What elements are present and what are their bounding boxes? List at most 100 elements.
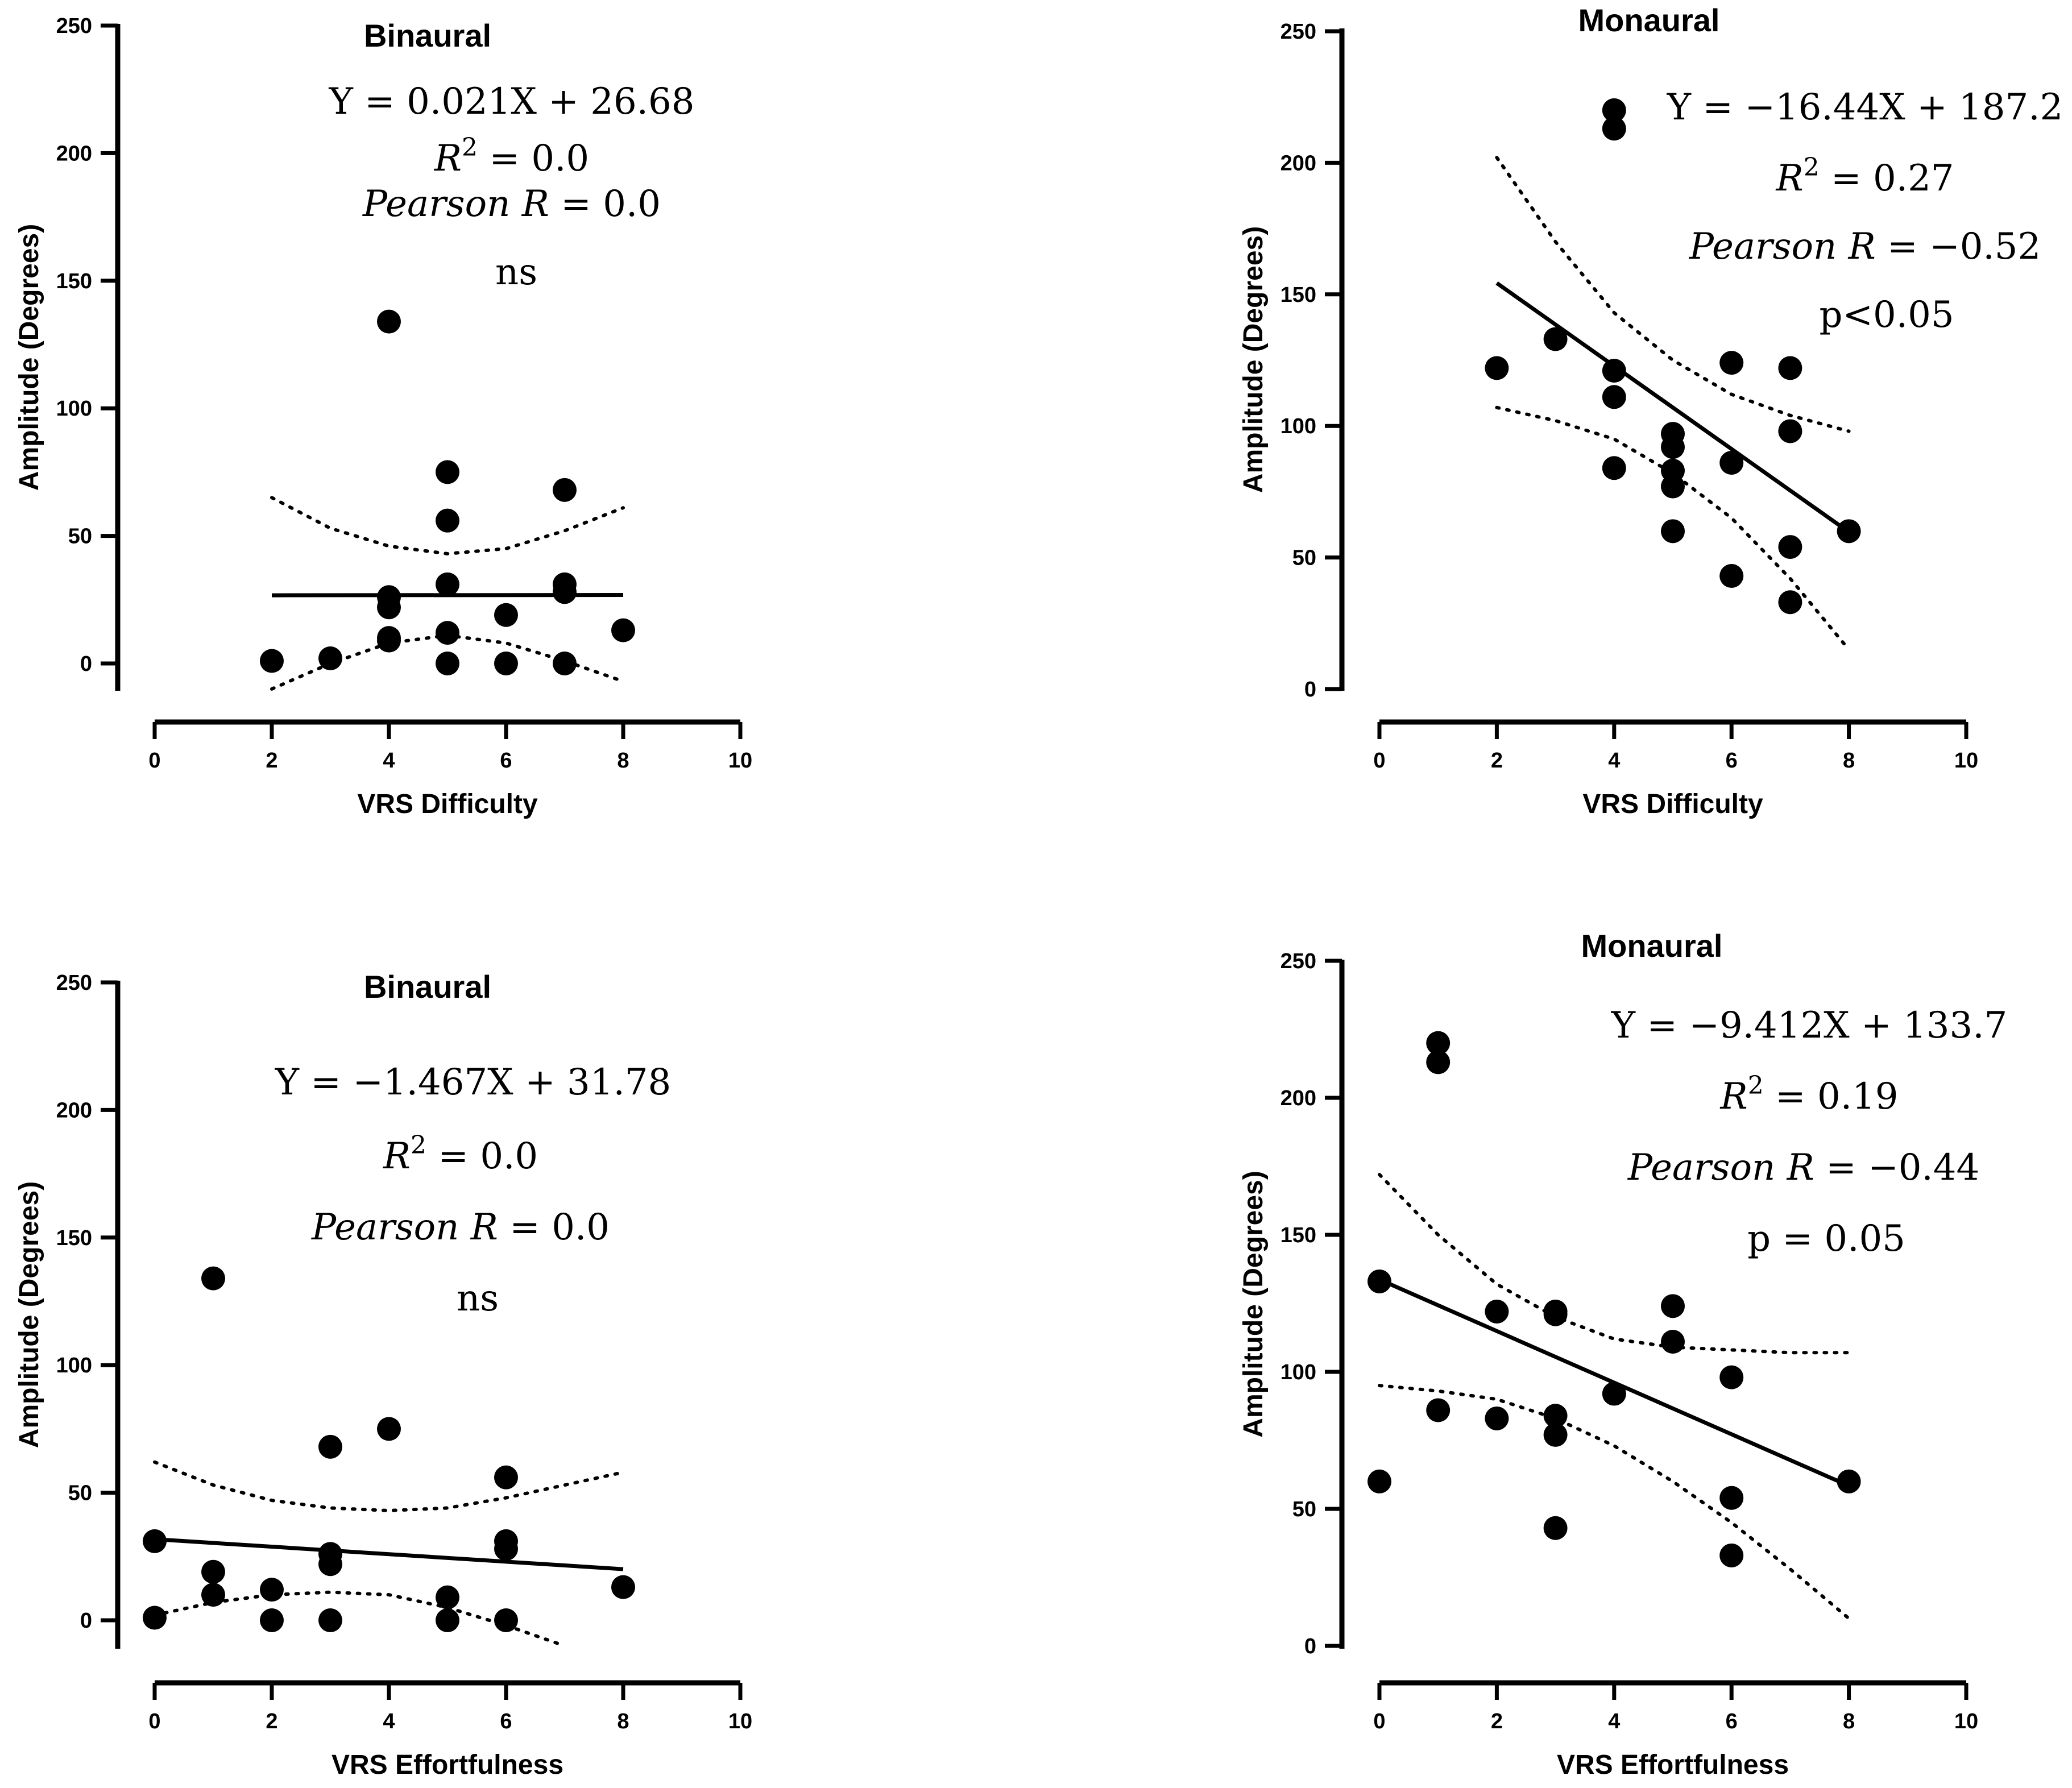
data-point xyxy=(1602,456,1626,480)
data-point xyxy=(318,1552,342,1577)
y-tick-label: 0 xyxy=(1304,678,1316,702)
y-tick-label: 50 xyxy=(68,1482,92,1505)
data-point xyxy=(1837,519,1861,544)
data-point xyxy=(201,1559,225,1584)
data-point xyxy=(436,621,459,645)
r-squared-exponent: 2 xyxy=(1748,1071,1764,1100)
x-tick-label: 4 xyxy=(1608,1710,1620,1733)
x-tick-label: 2 xyxy=(1491,749,1503,773)
data-point xyxy=(1426,1031,1451,1055)
x-tick-label: 2 xyxy=(266,749,277,773)
data-point xyxy=(1719,1486,1744,1510)
data-point xyxy=(1778,590,1802,615)
x-tick-label: 6 xyxy=(1726,749,1738,773)
x-tick-label: 2 xyxy=(1491,1710,1503,1733)
data-point xyxy=(1602,1382,1626,1406)
data-point xyxy=(1543,1302,1568,1326)
x-axis-title: VRS Effortfulness xyxy=(1557,1750,1789,1780)
regression-equation: Y = −16.44X + 187.2 xyxy=(1667,86,2063,128)
significance-label: p<0.05 xyxy=(1819,294,1954,336)
data-point xyxy=(260,649,284,673)
r-squared: R2 = 0.0 xyxy=(383,1131,538,1177)
r-squared-value: = 0.0 xyxy=(426,1135,538,1177)
y-tick-label: 200 xyxy=(1281,1086,1316,1110)
data-point xyxy=(494,603,518,627)
data-point xyxy=(494,652,518,675)
pearson-r: Pearson R = −0.44 xyxy=(1627,1147,1979,1189)
pearson-r-value: = 0.0 xyxy=(498,1206,610,1248)
y-tick-label: 100 xyxy=(56,397,92,421)
r-squared-exponent: 2 xyxy=(1804,153,1820,182)
regression-equation: Y = −1.467X + 31.78 xyxy=(275,1061,672,1104)
data-point xyxy=(1426,1398,1451,1422)
r-squared: R2 = 0.19 xyxy=(1720,1071,1899,1118)
data-point xyxy=(436,1585,459,1609)
data-point xyxy=(1719,1365,1744,1389)
data-point xyxy=(1485,1299,1509,1324)
ci-lower-line xyxy=(1378,1384,1851,1620)
y-tick-label: 0 xyxy=(80,1609,92,1633)
data-point xyxy=(611,1575,635,1599)
x-tick-label: 10 xyxy=(1954,1710,1978,1733)
data-point xyxy=(143,1606,167,1630)
y-tick-label: 100 xyxy=(1281,1360,1316,1384)
data-point xyxy=(436,460,459,484)
data-point xyxy=(1367,1469,1391,1494)
data-point xyxy=(260,1608,284,1632)
x-tick-label: 8 xyxy=(1843,1710,1855,1733)
y-tick-label: 0 xyxy=(80,652,92,676)
significance-label: ns xyxy=(495,251,537,293)
y-tick-label: 150 xyxy=(56,269,92,293)
pearson-r-label: Pearson R xyxy=(1689,226,1876,268)
data-point xyxy=(377,309,401,334)
pearson-r: Pearson R = −0.52 xyxy=(1689,226,2041,268)
regression-equation: Y = −9.412X + 133.7 xyxy=(1611,1005,2008,1047)
data-point xyxy=(494,1537,518,1561)
pearson-r-value: = 0.0 xyxy=(549,183,661,225)
pearson-r-label: Pearson R xyxy=(311,1206,498,1248)
r-squared-symbol: R xyxy=(434,138,462,180)
y-tick-label: 200 xyxy=(56,142,92,165)
x-tick-label: 6 xyxy=(500,1710,512,1733)
data-point xyxy=(260,1578,284,1602)
data-point xyxy=(318,1608,342,1632)
data-point xyxy=(1485,356,1509,380)
y-tick-label: 200 xyxy=(56,1098,92,1122)
data-point xyxy=(1485,1406,1509,1430)
y-tick-label: 100 xyxy=(1281,414,1316,438)
r-squared-value: = 0.27 xyxy=(1820,157,1954,200)
r-squared-exponent: 2 xyxy=(411,1131,426,1160)
r-squared: R2 = 0.27 xyxy=(1776,153,1954,200)
x-tick-label: 2 xyxy=(266,1710,277,1733)
ci-upper-line xyxy=(153,1460,625,1513)
x-tick-label: 0 xyxy=(1373,1710,1385,1733)
data-point xyxy=(1719,563,1744,588)
pearson-r: Pearson R = 0.0 xyxy=(311,1206,610,1248)
r-squared: R2 = 0.0 xyxy=(434,133,589,180)
data-point xyxy=(377,595,401,620)
r-squared-symbol: R xyxy=(1720,1076,1748,1118)
data-point xyxy=(1661,435,1685,459)
x-tick-label: 10 xyxy=(728,1710,752,1733)
data-point xyxy=(1778,356,1802,380)
x-tick-label: 0 xyxy=(148,749,160,773)
data-point xyxy=(318,1434,342,1459)
data-point xyxy=(1778,535,1802,559)
r-squared-value: = 0.0 xyxy=(478,138,589,180)
ci-upper-line xyxy=(1495,156,1851,433)
x-tick-label: 10 xyxy=(1954,749,1978,773)
panel-2: 0 50 100 150 200 250 0 2 4 6 8 10 VRS Difficulty Ampl… xyxy=(1238,2,2063,819)
data-point xyxy=(377,628,401,653)
data-point xyxy=(201,1266,225,1291)
data-point xyxy=(436,1608,459,1632)
data-point xyxy=(1837,1469,1861,1494)
r-squared-symbol: R xyxy=(383,1135,411,1177)
data-point xyxy=(553,652,577,675)
data-point xyxy=(1543,1516,1568,1540)
pearson-r-value: = −0.52 xyxy=(1876,226,2041,268)
data-point xyxy=(1661,1329,1685,1354)
x-tick-label: 0 xyxy=(148,1710,160,1733)
data-point xyxy=(1602,359,1626,383)
pearson-r: Pearson R = 0.0 xyxy=(362,183,661,225)
